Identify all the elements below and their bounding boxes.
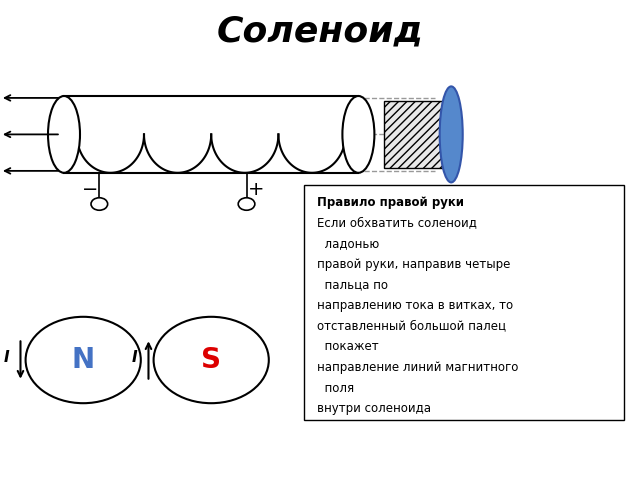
Text: +: + — [248, 180, 264, 199]
Ellipse shape — [48, 96, 80, 173]
Ellipse shape — [440, 86, 463, 182]
Text: I: I — [132, 350, 137, 365]
Text: покажет: покажет — [317, 340, 378, 353]
Text: I: I — [4, 350, 9, 365]
Text: Если обхватить соленоид: Если обхватить соленоид — [317, 216, 477, 229]
Text: направлению тока в витках, то: направлению тока в витках, то — [317, 299, 513, 312]
Ellipse shape — [342, 96, 374, 173]
Text: внутри соленоида: внутри соленоида — [317, 402, 431, 415]
Text: Соленоид: Соленоид — [216, 14, 424, 48]
Text: поля: поля — [317, 382, 354, 395]
Text: Правило правой руки: Правило правой руки — [317, 196, 464, 209]
Text: −: − — [81, 180, 98, 199]
Text: S: S — [201, 346, 221, 374]
Text: N: N — [72, 346, 95, 374]
Text: отставленный большой палец: отставленный большой палец — [317, 320, 506, 333]
Text: пальца по: пальца по — [317, 278, 388, 291]
FancyBboxPatch shape — [304, 185, 624, 420]
Text: направление линий магнитного: направление линий магнитного — [317, 361, 518, 374]
Text: ладонью: ладонью — [317, 237, 379, 250]
Text: правой руки, направив четыре: правой руки, направив четыре — [317, 258, 510, 271]
Bar — [64, 96, 358, 173]
Bar — [384, 101, 448, 168]
